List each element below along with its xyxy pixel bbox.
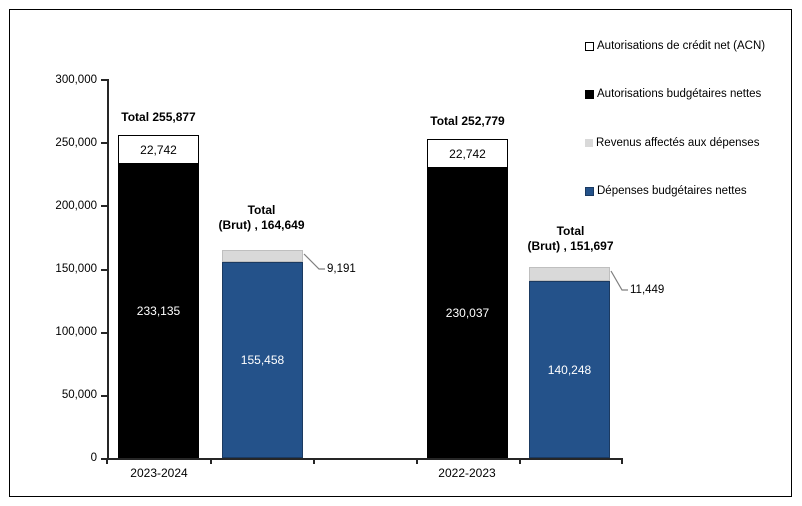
y-tick-label: 150,000 <box>55 263 97 275</box>
total-label-authorities-2022-2023: Total 252,779 <box>430 114 505 128</box>
y-tick-label: 50,000 <box>61 389 97 401</box>
legend-item-label: Dépenses budgétaires nettes <box>597 185 747 197</box>
x-tick <box>313 458 315 464</box>
total-label-authorities-2023-2024: Total 255,877 <box>121 110 196 124</box>
y-tick-label: 250,000 <box>55 137 97 149</box>
x-tick <box>106 458 108 464</box>
x-tick <box>621 458 623 464</box>
total-gross-line2: (Brut) , 164,649 <box>218 218 305 232</box>
callout-label-revenues-2023-2024: 9,191 <box>327 263 356 275</box>
legend-swatch-gray-icon <box>585 139 593 147</box>
x-tick <box>210 458 212 464</box>
value-label-acn-2022-2023: 22,742 <box>449 147 486 161</box>
value-label-net-expenditures-2022-2023: 140,248 <box>547 363 592 377</box>
y-tick <box>101 395 107 397</box>
bar-segment-net-expenditures-2023-2024 <box>222 262 303 458</box>
legend-item-label: Revenus affectés aux dépenses <box>596 137 760 149</box>
y-tick <box>101 458 107 460</box>
bar-segment-revenues-2022-2023 <box>529 267 610 281</box>
bar-segment-acn-2022-2023 <box>427 139 508 168</box>
value-label-net-authorities-2022-2023: 230,037 <box>445 306 490 320</box>
legend-item-net-authorities: Autorisations budgétaires nettes <box>585 87 761 101</box>
total-gross-line2: (Brut) , 151,697 <box>527 239 614 253</box>
y-tick-label: 200,000 <box>55 200 97 212</box>
legend-swatch-black-icon <box>585 89 594 99</box>
y-tick <box>101 332 107 334</box>
category-label-2022-2023: 2022-2023 <box>438 466 496 480</box>
legend-item-revenues: Revenus affectés aux dépenses <box>585 136 759 150</box>
legend-swatch-blue-icon <box>585 186 594 196</box>
legend-swatch-white-icon <box>585 41 594 51</box>
legend-item-label: Autorisations de crédit net (ACN) <box>597 40 766 52</box>
value-label-acn-2023-2024: 22,742 <box>140 143 177 157</box>
y-tick <box>101 205 107 207</box>
y-tick-label: 100,000 <box>55 326 97 338</box>
y-tick-label: 0 <box>90 452 97 464</box>
legend-item-label: Autorisations budgétaires nettes <box>597 88 762 100</box>
bar-segment-net-authorities-2023-2024 <box>118 164 199 458</box>
bar-segment-revenues-2023-2024 <box>222 250 303 262</box>
legend-item-acn: Autorisations de crédit net (ACN) <box>585 39 765 53</box>
y-tick <box>101 142 107 144</box>
x-tick <box>519 458 521 464</box>
y-tick <box>101 79 107 81</box>
y-tick-label: 300,000 <box>55 74 97 86</box>
total-label-gross-2023-2024: Total (Brut) , 164,649 <box>193 203 330 233</box>
value-label-net-expenditures-2023-2024: 155,458 <box>240 353 285 367</box>
category-label-2023-2024: 2023-2024 <box>130 466 188 480</box>
legend-item-net-expenditures: Dépenses budgétaires nettes <box>585 184 747 198</box>
total-gross-line1: Total <box>247 203 276 217</box>
y-axis-line <box>107 79 109 460</box>
x-tick <box>416 458 418 464</box>
bar-segment-net-expenditures-2022-2023 <box>529 281 610 458</box>
total-gross-line1: Total <box>556 224 585 238</box>
y-tick <box>101 269 107 271</box>
x-axis-line <box>103 458 623 460</box>
value-label-net-authorities-2023-2024: 233,135 <box>136 304 181 318</box>
callout-label-revenues-2022-2023: 11,449 <box>630 284 665 296</box>
total-label-gross-2022-2023: Total (Brut) , 151,697 <box>502 224 639 254</box>
bar-segment-acn-2023-2024 <box>118 135 199 164</box>
bar-segment-net-authorities-2022-2023 <box>427 168 508 458</box>
